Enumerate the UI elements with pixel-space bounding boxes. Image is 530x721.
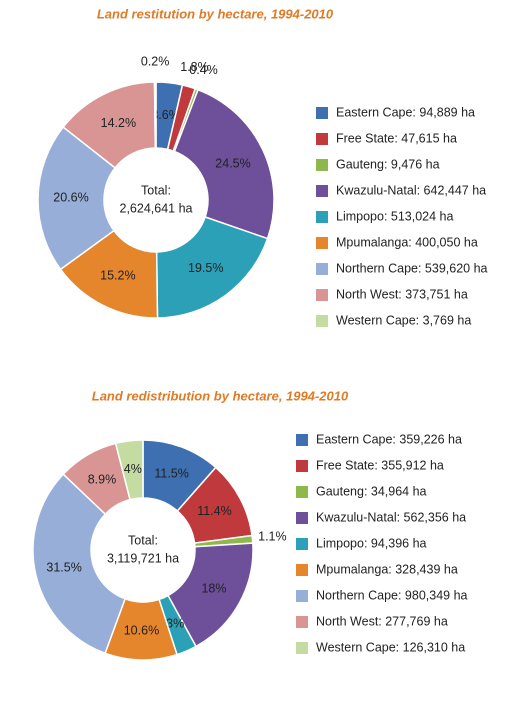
legend-label: Western Cape: 126,310 ha <box>316 640 465 654</box>
legend-swatch <box>296 538 308 550</box>
legend-label: Northern Cape: 539,620 ha <box>336 261 488 275</box>
slice-label: 31.5% <box>46 561 81 575</box>
legend-label: Eastern Cape: 94,889 ha <box>336 105 475 119</box>
legend-label: Limpopo: 513,024 ha <box>336 209 454 223</box>
legend-swatch <box>316 107 328 119</box>
legend-label: Free State: 47,615 ha <box>336 131 457 145</box>
legend-swatch <box>316 133 328 145</box>
slice-label: 10.6% <box>124 623 159 637</box>
donut-slice <box>114 439 144 501</box>
legend-swatch <box>316 237 328 249</box>
slice-label: 20.6% <box>53 191 88 205</box>
legend-swatch <box>316 211 328 223</box>
legend-label: Western Cape: 3,769 ha <box>336 313 471 327</box>
legend-swatch <box>296 590 308 602</box>
slice-label: 3% <box>166 617 184 631</box>
legend-label: Gauteng: 9,476 ha <box>336 157 440 171</box>
legend-label: Northern Cape: 980,349 ha <box>316 588 468 602</box>
center-value: 3,119,721 ha <box>107 551 179 565</box>
slice-label: 3.6% <box>151 108 180 122</box>
slice-label: 0.4% <box>189 63 218 77</box>
chart-title: Land redistribution by hectare, 1994-201… <box>92 388 349 403</box>
legend-swatch <box>296 642 308 654</box>
legend-label: Kwazulu-Natal: 642,447 ha <box>336 183 486 197</box>
slice-label: 19.5% <box>188 261 223 275</box>
donut-slice <box>155 216 269 319</box>
legend-label: Eastern Cape: 359,226 ha <box>316 432 462 446</box>
center-label: Total: <box>128 533 158 547</box>
legend-label: Free State: 355,912 ha <box>316 458 444 472</box>
slice-label: 1.1% <box>258 530 287 544</box>
slice-label: 11.4% <box>197 504 232 518</box>
legend-label: Limpopo: 94,396 ha <box>316 536 427 550</box>
donut-slice <box>167 542 254 648</box>
legend-label: North West: 373,751 ha <box>336 287 468 301</box>
legend-swatch <box>316 185 328 197</box>
donut-slice <box>173 88 275 240</box>
legend-swatch <box>296 564 308 576</box>
slice-label: 1.8% <box>180 60 209 74</box>
legend-label: North West: 277,769 ha <box>316 614 448 628</box>
legend-label: Mpumalanga: 328,439 ha <box>316 562 458 576</box>
center-label: Total: <box>141 183 171 197</box>
slice-label: 4% <box>124 462 142 476</box>
slice-label: 15.2% <box>100 268 135 282</box>
slice-label: 18% <box>201 581 226 595</box>
legend-swatch <box>296 512 308 524</box>
legend-swatch <box>296 616 308 628</box>
legend-swatch <box>296 434 308 446</box>
legend-swatch <box>316 315 328 327</box>
legend-swatch <box>296 486 308 498</box>
legend-swatch <box>316 159 328 171</box>
slice-label: 14.2% <box>101 116 136 130</box>
chart-title: Land restitution by hectare, 1994-2010 <box>97 6 334 21</box>
donut-slice <box>37 126 117 271</box>
legend-label: Kwazulu-Natal: 562,356 ha <box>316 510 466 524</box>
slice-label: 8.9% <box>88 472 117 486</box>
legend-label: Gauteng: 34,964 ha <box>316 484 427 498</box>
legend-swatch <box>296 460 308 472</box>
slice-label: 11.5% <box>154 467 189 481</box>
legend-label: Mpumalanga: 400,050 ha <box>336 235 478 249</box>
donut-slice <box>32 473 127 655</box>
legend-swatch <box>316 263 328 275</box>
donut-slice <box>153 81 157 149</box>
legend-swatch <box>316 289 328 301</box>
slice-label: 24.5% <box>215 156 250 170</box>
slice-label: 0.2% <box>141 54 170 68</box>
center-value: 2,624,641 ha <box>120 201 193 215</box>
